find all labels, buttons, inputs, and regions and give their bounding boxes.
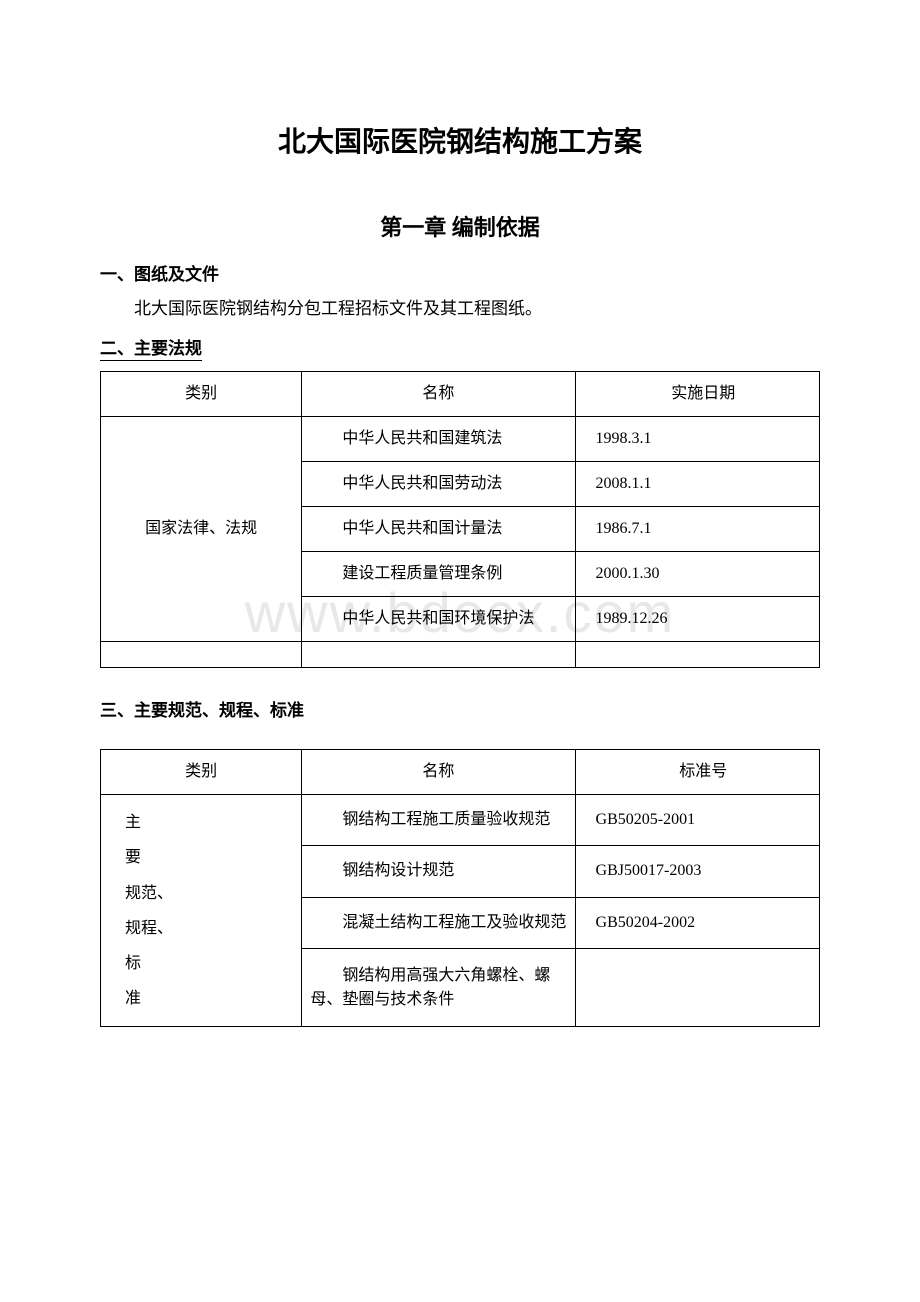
header-name: 名称: [302, 372, 575, 417]
section-1-text: 北大国际医院钢结构分包工程招标文件及其工程图纸。: [100, 295, 820, 322]
category-line: 要: [125, 840, 293, 875]
name-cell: 中华人民共和国建筑法: [302, 417, 575, 462]
name-cell: 中华人民共和国劳动法: [302, 462, 575, 507]
header-category: 类别: [101, 750, 302, 795]
empty-cell: [101, 642, 302, 668]
regulations-table: 类别 名称 实施日期 国家法律、法规 中华人民共和国建筑法 1998.3.1 中…: [100, 371, 820, 668]
name-cell: 混凝土结构工程施工及验收规范: [302, 897, 575, 948]
table-header-row: 类别 名称 实施日期: [101, 372, 820, 417]
document-content: 北大国际医院钢结构施工方案 第一章 编制依据 一、图纸及文件 北大国际医院钢结构…: [100, 120, 820, 1027]
empty-cell: [575, 642, 819, 668]
date-cell: 2008.1.1: [575, 462, 819, 507]
standards-table: 类别 名称 标准号 主 要 规范、 规程、 标 准 钢结构工程施工质量验收规范 …: [100, 749, 820, 1027]
name-cell: 钢结构工程施工质量验收规范: [302, 795, 575, 846]
name-cell: 中华人民共和国计量法: [302, 507, 575, 552]
section-1: 一、图纸及文件 北大国际医院钢结构分包工程招标文件及其工程图纸。: [100, 260, 820, 322]
chapter-title: 第一章 编制依据: [100, 210, 820, 242]
table-empty-row: [101, 642, 820, 668]
code-cell: GB50205-2001: [575, 795, 819, 846]
name-cell: 钢结构设计规范: [302, 846, 575, 897]
category-line: 准: [125, 981, 293, 1016]
section-2-heading: 二、主要法规: [100, 334, 202, 361]
category-cell: 主 要 规范、 规程、 标 准: [101, 795, 302, 1027]
code-cell: [575, 948, 819, 1027]
name-cell: 中华人民共和国环境保护法: [302, 597, 575, 642]
date-cell: 2000.1.30: [575, 552, 819, 597]
table-row: 主 要 规范、 规程、 标 准 钢结构工程施工质量验收规范 GB50205-20…: [101, 795, 820, 846]
date-cell: 1989.12.26: [575, 597, 819, 642]
document-title: 北大国际医院钢结构施工方案: [100, 120, 820, 160]
section-3: 三、主要规范、规程、标准 类别 名称 标准号 主 要 规范、 规程、 标 准 钢…: [100, 696, 820, 1027]
date-cell: 1998.3.1: [575, 417, 819, 462]
category-line: 标: [125, 946, 293, 981]
table-header-row: 类别 名称 标准号: [101, 750, 820, 795]
table-row: 国家法律、法规 中华人民共和国建筑法 1998.3.1: [101, 417, 820, 462]
category-cell: 国家法律、法规: [101, 417, 302, 642]
code-cell: GB50204-2002: [575, 897, 819, 948]
code-cell: GBJ50017-2003: [575, 846, 819, 897]
category-line: 规范、: [125, 876, 293, 911]
empty-cell: [302, 642, 575, 668]
header-name: 名称: [302, 750, 575, 795]
header-category: 类别: [101, 372, 302, 417]
section-2: 二、主要法规 类别 名称 实施日期 国家法律、法规 中华人民共和国建筑法 199…: [100, 334, 820, 668]
name-cell: 建设工程质量管理条例: [302, 552, 575, 597]
section-3-heading: 三、主要规范、规程、标准: [100, 701, 304, 720]
name-cell: 钢结构用高强大六角螺栓、螺母、垫圈与技术条件: [302, 948, 575, 1027]
category-line: 规程、: [125, 911, 293, 946]
date-cell: 1986.7.1: [575, 507, 819, 552]
header-code: 标准号: [575, 750, 819, 795]
category-line: 主: [125, 805, 293, 840]
header-date: 实施日期: [575, 372, 819, 417]
section-1-heading: 一、图纸及文件: [100, 260, 820, 285]
